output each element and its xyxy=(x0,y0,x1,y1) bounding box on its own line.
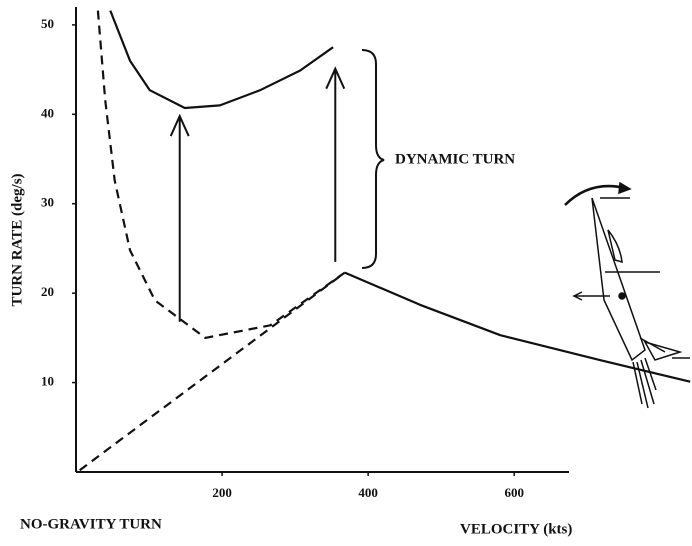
aircraft-icon xyxy=(564,181,690,409)
brace xyxy=(361,49,385,269)
line-series xyxy=(79,271,346,472)
y-tick-label: 40 xyxy=(41,105,54,120)
y-tick-label: 20 xyxy=(41,284,54,299)
annotation: NO-GRAVITY TURN xyxy=(20,516,162,532)
arrow xyxy=(325,66,346,262)
x-tick-label: 200 xyxy=(212,485,232,500)
annotation: DYNAMIC TURN xyxy=(395,151,515,167)
line-series xyxy=(344,271,691,383)
y-tick-label: 50 xyxy=(41,16,54,31)
x-axis-label: VELOCITY (kts) xyxy=(460,521,572,537)
line-series xyxy=(109,10,334,110)
x-tick-label: 400 xyxy=(358,485,378,500)
line-series xyxy=(96,10,346,339)
y-tick-label: 10 xyxy=(41,374,54,389)
arrow xyxy=(169,113,190,322)
y-tick-label: 30 xyxy=(41,195,54,210)
x-tick-label: 600 xyxy=(504,485,524,500)
y-axis-label: TURN RATE (deg/s) xyxy=(9,173,25,306)
